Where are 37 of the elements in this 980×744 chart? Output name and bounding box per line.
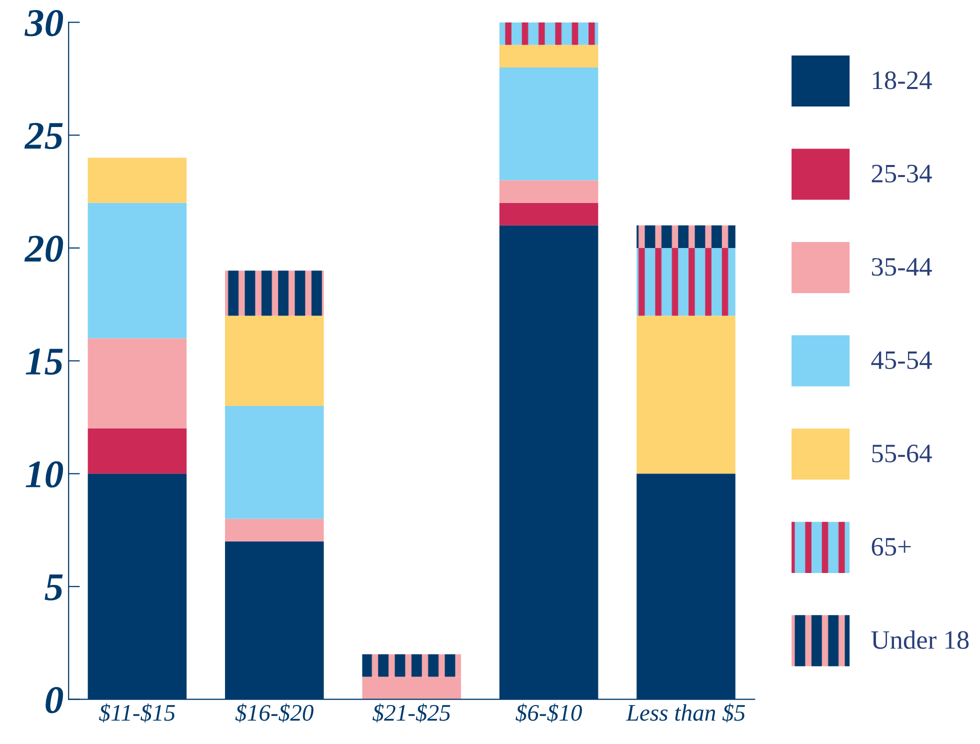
bar (499, 44, 598, 68)
y-tick-label: 0 (46, 686, 64, 714)
legend-label: 18-24 (873, 71, 932, 90)
bar (225, 316, 324, 406)
legend-label: Under 18 (871, 630, 969, 649)
legend-label: 25-34 (872, 164, 932, 183)
bar (499, 67, 598, 180)
bar (225, 406, 324, 519)
x-tick-label: Less than $5 (626, 704, 745, 722)
bar (88, 202, 187, 338)
bar (362, 654, 461, 677)
x-tick-label: $6-$10 (516, 704, 582, 722)
x-tick-label: $11-$15 (99, 704, 175, 722)
bar (636, 316, 736, 474)
legend-label: 45-54 (871, 351, 932, 370)
bar (88, 338, 187, 429)
y-tick-label: 30 (24, 10, 64, 36)
legend-label: 55-64 (872, 444, 932, 462)
legend-label: 65+ (872, 538, 911, 556)
bar (88, 158, 187, 203)
bar (499, 180, 598, 203)
bar (362, 676, 461, 700)
bar (499, 202, 598, 226)
bar (225, 518, 324, 542)
y-tick-label: 5 (44, 574, 63, 600)
bar (499, 22, 598, 45)
x-tick-label: $16-$20 (235, 704, 314, 722)
bar (636, 225, 736, 248)
legend-label: 35-44 (872, 258, 932, 276)
y-tick-label: 15 (26, 348, 63, 375)
y-tick-label: 25 (24, 122, 63, 150)
y-tick-label: 20 (24, 236, 64, 262)
bar (636, 248, 736, 316)
x-tick-label: $21-$25 (372, 704, 450, 722)
bar (88, 428, 187, 474)
y-tick-label: 10 (26, 461, 64, 488)
bar (225, 270, 324, 316)
